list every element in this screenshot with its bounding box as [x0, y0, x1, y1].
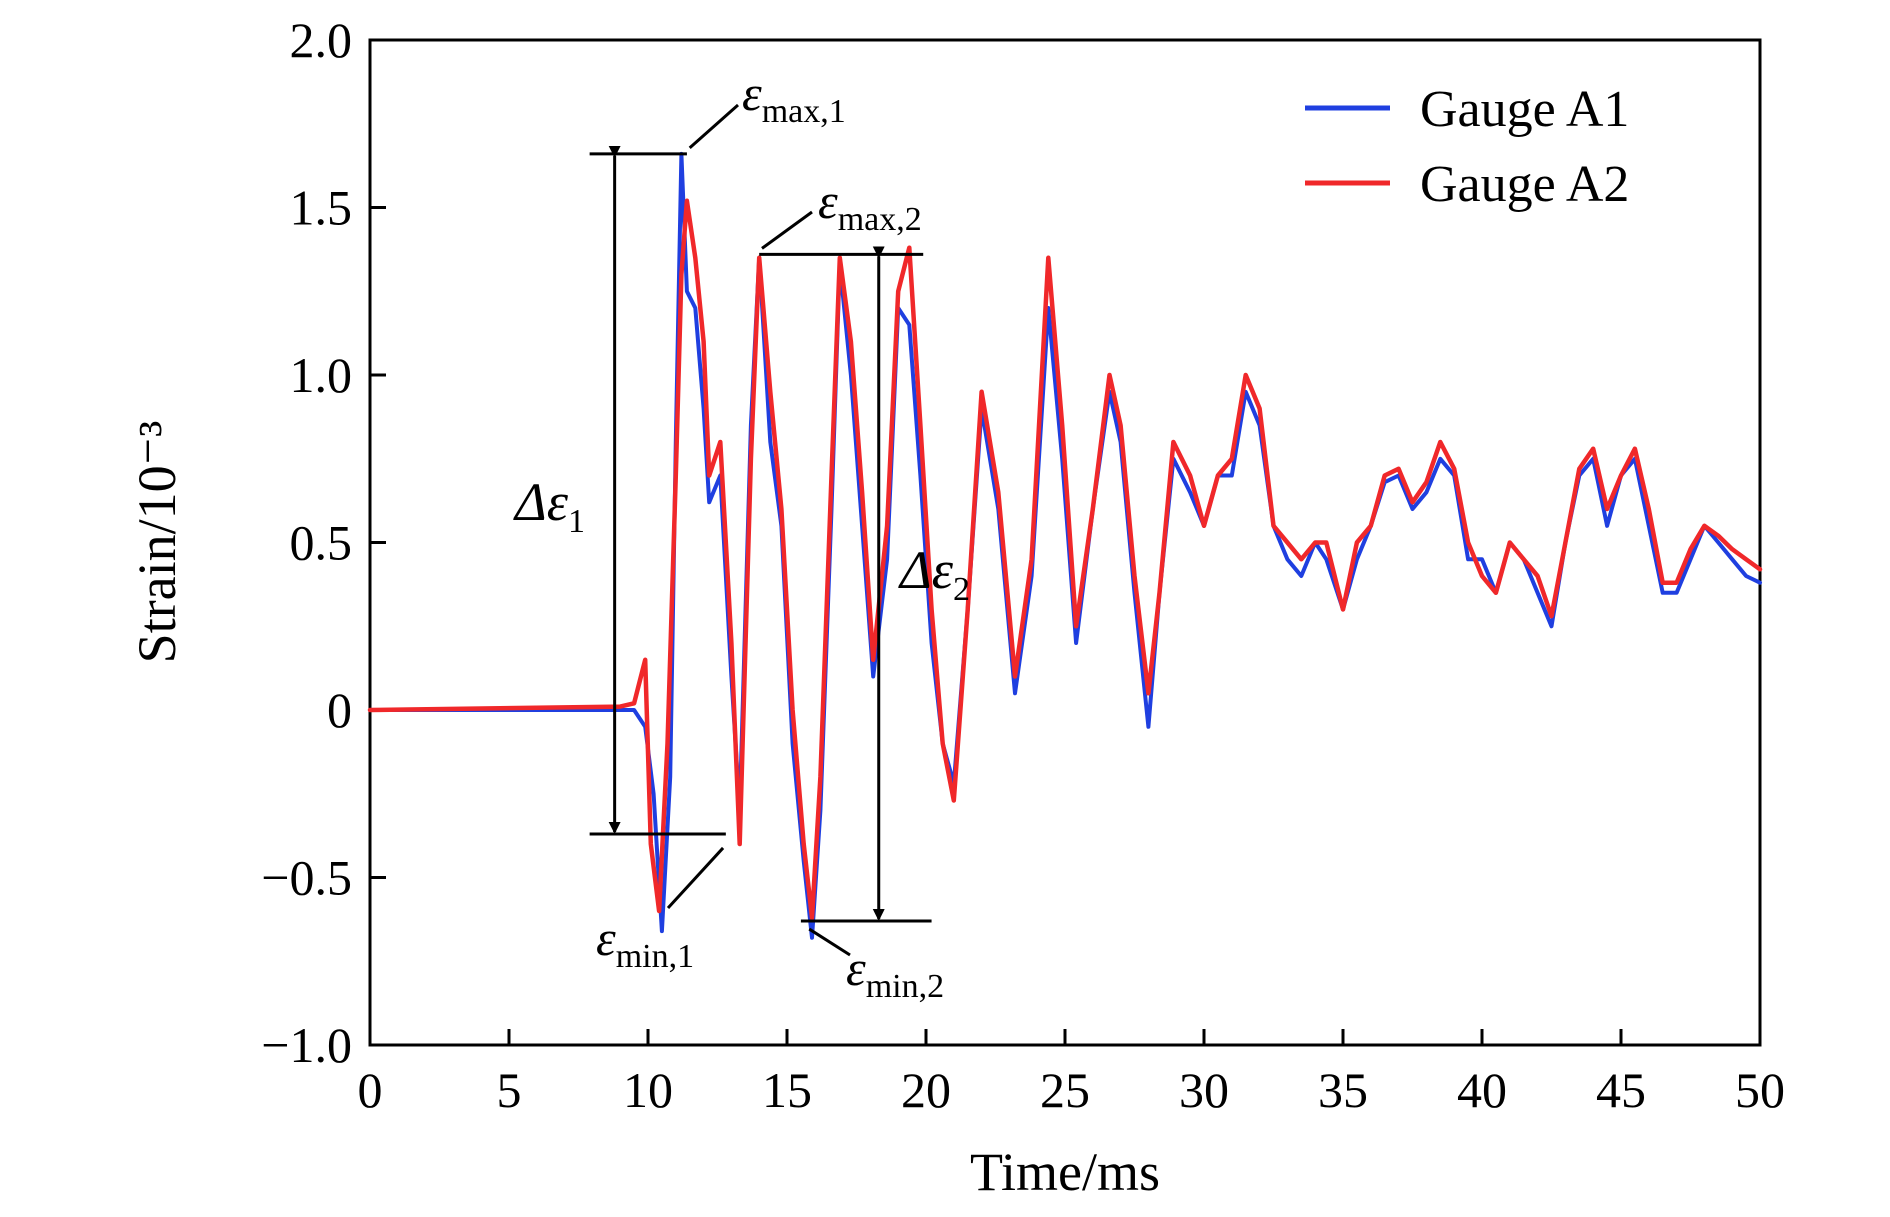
y-tick-label: 0.5 [290, 515, 353, 571]
eps-min-1-symbol: ε [596, 910, 616, 966]
x-tick-label: 20 [901, 1062, 951, 1118]
y-axis-ticks: −1.0 −0.5 0 0.5 1.0 1.5 2.0 [261, 12, 386, 1073]
legend-label-gauge-a2: Gauge A2 [1420, 156, 1629, 213]
eps-min-2-symbol: ε [846, 940, 866, 996]
annotation-eps-min-1: εmin,1 [596, 910, 694, 975]
x-axis-title: Time/ms [970, 1142, 1160, 1202]
eps-min-1-subscript: min,1 [616, 938, 694, 975]
leader-eps-min-2 [808, 927, 851, 957]
y-tick-label: 1.0 [290, 347, 353, 403]
annotation-eps-max-1: εmax,1 [742, 65, 846, 130]
annotation-layer [589, 103, 932, 957]
x-tick-label: 25 [1040, 1062, 1090, 1118]
eps-max-1-symbol: ε [742, 65, 762, 121]
x-tick-label: 0 [358, 1062, 383, 1118]
x-tick-label: 30 [1179, 1062, 1229, 1118]
y-axis-title: Strain/10⁻³ [127, 421, 187, 664]
x-axis-ticks: 0 5 10 15 20 25 30 35 40 45 50 [358, 1029, 1785, 1118]
legend: Gauge A1 Gauge A2 [1305, 81, 1629, 213]
annotation-eps-max-2: εmax,2 [818, 173, 922, 238]
eps-max-1-subscript: max,1 [762, 93, 846, 130]
leader-eps-max-2 [761, 210, 813, 250]
y-tick-label: −0.5 [261, 850, 352, 906]
delta-2-symbol: Δε [898, 540, 954, 600]
x-tick-label: 50 [1735, 1062, 1785, 1118]
y-tick-label: 2.0 [290, 12, 353, 68]
delta-2-subscript: 2 [953, 571, 970, 608]
x-tick-label: 40 [1457, 1062, 1507, 1118]
legend-label-gauge-a1: Gauge A1 [1420, 81, 1629, 138]
series-line-gauge-a1 [368, 151, 1762, 940]
eps-max-2-subscript: max,2 [838, 201, 922, 238]
annotation-eps-min-2: εmin,2 [846, 940, 944, 1005]
leader-eps-max-1 [688, 103, 739, 150]
x-tick-label: 10 [623, 1062, 673, 1118]
delta-1-symbol: Δε [513, 472, 569, 532]
series-layer [367, 151, 1763, 940]
series-line-gauge-a2 [367, 198, 1763, 920]
y-tick-label: 0 [327, 682, 352, 738]
annotation-delta-1: Δε1 [513, 472, 585, 540]
y-tick-label: 1.5 [290, 180, 353, 236]
annotation-delta-2: Δε2 [898, 540, 970, 608]
eps-min-2-subscript: min,2 [866, 968, 944, 1005]
delta-1-subscript: 1 [568, 503, 585, 540]
x-tick-label: 45 [1596, 1062, 1646, 1118]
leader-eps-min-1 [666, 846, 725, 910]
x-tick-label: 15 [762, 1062, 812, 1118]
eps-max-2-symbol: ε [818, 173, 838, 229]
x-tick-label: 5 [497, 1062, 522, 1118]
x-tick-label: 35 [1318, 1062, 1368, 1118]
y-tick-label: −1.0 [261, 1017, 352, 1073]
